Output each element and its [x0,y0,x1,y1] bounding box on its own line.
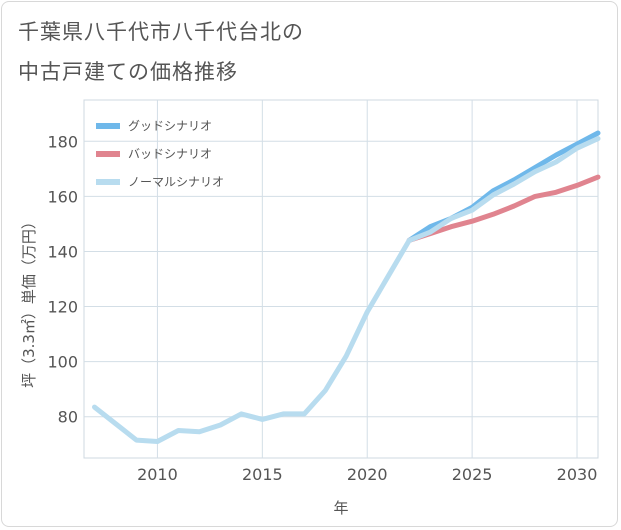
x-tick-label: 2015 [242,465,283,484]
chart-title-line-2: 中古戸建ての価格推移 [18,60,238,84]
y-tick-label: 180 [47,132,78,151]
x-tick-label: 2020 [347,465,388,484]
x-tick-label: 2010 [137,465,178,484]
y-axis-label: 坪（3.3㎡）単価（万円） [20,214,38,388]
series-line-1 [406,174,601,243]
legend-label-0: グッドシナリオ [128,119,212,133]
y-tick-label: 80 [58,408,78,427]
tick-labels: 2010 2015 2020 2025 2030 80 100 120 140 160 180 [47,132,597,484]
y-tick-label: 120 [47,298,78,317]
chart-title-line-1: 千葉県八千代市八千代台北の [18,20,304,44]
y-tick-label: 100 [47,353,78,372]
chart-title: 千葉県八千代市八千代台北の 中古戸建ての価格推移 [18,12,578,92]
grid-lines [84,100,598,458]
series-line-2 [92,136,601,444]
legend-label-2: ノーマルシナリオ [128,175,224,189]
plot-area [83,99,599,459]
x-axis-label: 年 [333,499,348,517]
y-tick-label: 160 [47,187,78,206]
legend-label-1: バッドシナリオ [128,147,212,161]
x-tick-label: 2030 [557,465,598,484]
series-lines [92,130,601,444]
x-tick-label: 2025 [452,465,493,484]
y-tick-label: 140 [47,242,78,261]
